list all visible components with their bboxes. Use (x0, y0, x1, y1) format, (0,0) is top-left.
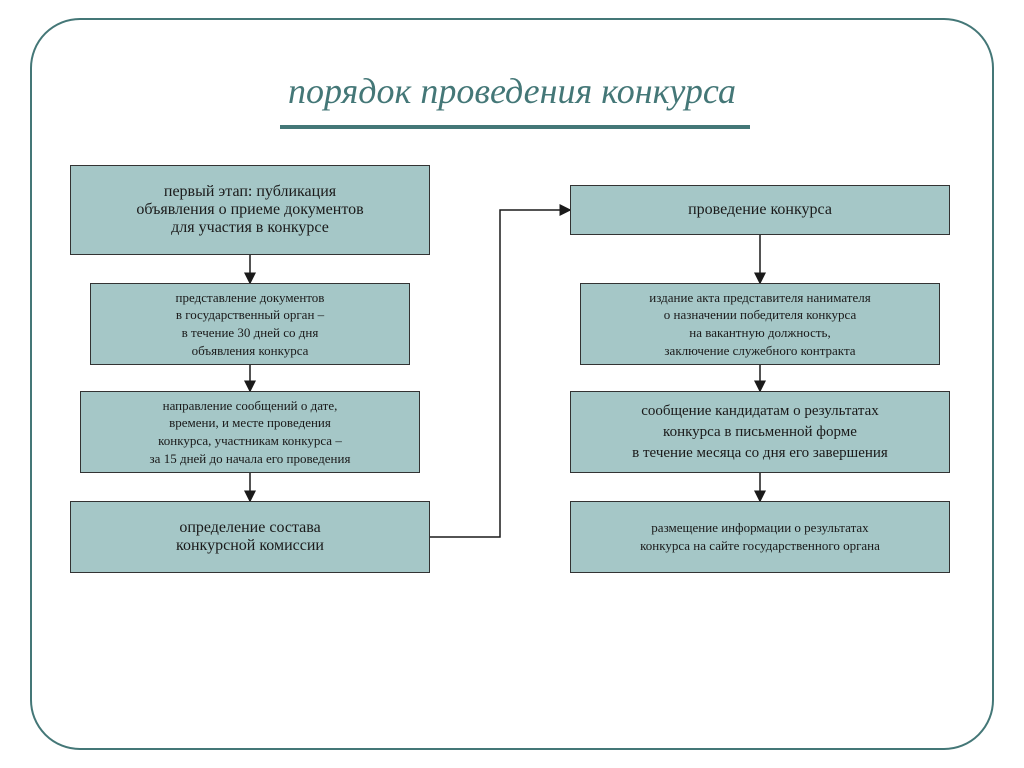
node-text: размещение информации о результатах (651, 519, 868, 537)
node-text: объявления конкурса (192, 342, 309, 360)
node-text: определение состава (179, 519, 320, 537)
node-text: заключение служебного контракта (664, 342, 855, 360)
node-text: в течение месяца со дня его завершения (632, 443, 888, 464)
node-right1: проведение конкурса (570, 185, 950, 235)
node-left3: направление сообщений о дате,времени, и … (80, 391, 420, 473)
node-right3: сообщение кандидатам о результатахконкур… (570, 391, 950, 473)
node-text: конкурса, участникам конкурса – (158, 432, 342, 450)
node-text: конкурса на сайте государственного орган… (640, 537, 880, 555)
node-text: первый этап: публикация (164, 183, 336, 201)
node-text: объявления о приеме документов (136, 201, 363, 219)
node-text: времени, и месте проведения (169, 414, 331, 432)
flowchart-container: первый этап: публикацияобъявления о прие… (70, 165, 954, 718)
node-text: проведение конкурса (688, 201, 832, 219)
title-underline (280, 125, 750, 129)
node-text: для участия в конкурсе (171, 219, 329, 237)
node-text: в течение 30 дней со дня (182, 324, 319, 342)
node-text: на вакантную должность, (689, 324, 830, 342)
node-text: конкурса в письменной форме (663, 422, 857, 443)
node-left4: определение составаконкурсной комиссии (70, 501, 430, 573)
node-text: в государственный орган – (176, 306, 324, 324)
edge-left4-right1 (430, 210, 570, 537)
node-right4: размещение информации о результатахконку… (570, 501, 950, 573)
node-text: представление документов (176, 289, 325, 307)
node-left2: представление документовв государственны… (90, 283, 410, 365)
node-text: о назначении победителя конкурса (664, 306, 856, 324)
node-text: за 15 дней до начала его проведения (150, 450, 351, 468)
node-text: конкурсной комиссии (176, 537, 324, 555)
node-text: сообщение кандидатам о результатах (641, 401, 879, 422)
node-text: издание акта представителя нанимателя (649, 289, 870, 307)
node-right2: издание акта представителя нанимателяо н… (580, 283, 940, 365)
slide-title: порядок проведения конкурса (0, 70, 1024, 112)
node-text: направление сообщений о дате, (163, 397, 338, 415)
node-left1: первый этап: публикацияобъявления о прие… (70, 165, 430, 255)
